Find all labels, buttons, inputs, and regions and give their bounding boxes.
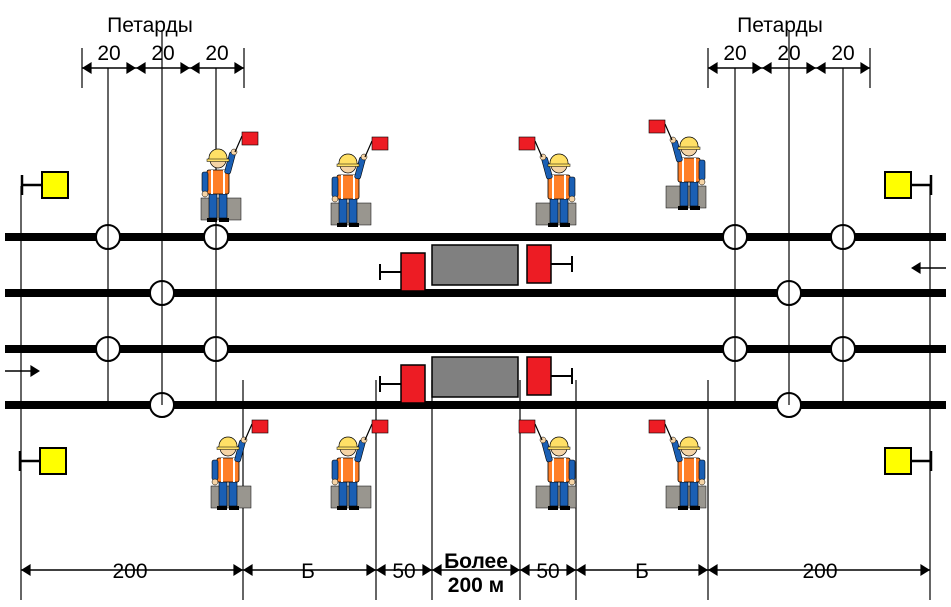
dim-label: Б — [635, 560, 649, 583]
arrowhead — [432, 564, 442, 576]
petardy-label: Петарды — [107, 14, 193, 37]
signalman — [519, 137, 576, 227]
dim-label: 200 — [112, 560, 147, 583]
arrowhead — [510, 564, 520, 576]
dim-label: 50 — [392, 560, 415, 583]
signalman — [201, 132, 258, 222]
arrowhead — [136, 62, 146, 74]
yellow-signal — [40, 448, 66, 474]
dim-label: Более — [444, 550, 508, 573]
dim-label: 20 — [97, 42, 120, 65]
arrowhead — [21, 564, 31, 576]
arrowhead — [82, 62, 92, 74]
arrowhead — [806, 62, 816, 74]
arrowhead — [376, 564, 386, 576]
yellow-signal — [885, 448, 911, 474]
work-zone — [432, 357, 518, 397]
arrowhead — [698, 564, 708, 576]
signalman — [331, 420, 388, 510]
arrowhead — [752, 62, 762, 74]
arrowhead — [233, 564, 243, 576]
red-signal — [527, 357, 551, 395]
dim-label: 200 — [802, 560, 837, 583]
arrowhead — [422, 564, 432, 576]
arrowhead — [366, 564, 376, 576]
work-zone — [432, 245, 518, 285]
signalman — [649, 120, 706, 210]
arrowhead — [920, 564, 930, 576]
yellow-signal — [885, 172, 911, 198]
arrowhead — [816, 62, 826, 74]
signalman — [331, 137, 388, 227]
arrowhead — [860, 62, 870, 74]
arrowhead — [30, 365, 40, 377]
arrowhead — [234, 62, 244, 74]
arrowhead — [708, 564, 718, 576]
arrowhead — [762, 62, 772, 74]
signalman — [519, 420, 576, 510]
railway-diagram: 202020202020ПетардыПетарды200Б50Более200… — [0, 0, 951, 607]
arrowhead — [180, 62, 190, 74]
arrowhead — [243, 564, 253, 576]
arrowhead — [520, 564, 530, 576]
arrowhead — [911, 262, 921, 274]
arrowhead — [708, 62, 718, 74]
dim-label: 20 — [205, 42, 228, 65]
dim-label: Б — [301, 560, 315, 583]
dim-label: 20 — [777, 42, 800, 65]
arrowhead — [576, 564, 586, 576]
dim-label: 200 м — [448, 574, 504, 597]
petardy-label: Петарды — [737, 14, 823, 37]
signalman — [211, 420, 268, 510]
red-signal — [527, 245, 551, 283]
arrowhead — [190, 62, 200, 74]
dim-label: 20 — [151, 42, 174, 65]
red-signal — [401, 365, 425, 403]
signalman — [649, 420, 706, 510]
red-signal — [401, 253, 425, 291]
dim-label: 20 — [831, 42, 854, 65]
arrowhead — [566, 564, 576, 576]
dim-label: 50 — [536, 560, 559, 583]
dim-label: 20 — [723, 42, 746, 65]
arrowhead — [126, 62, 136, 74]
yellow-signal — [42, 172, 68, 198]
